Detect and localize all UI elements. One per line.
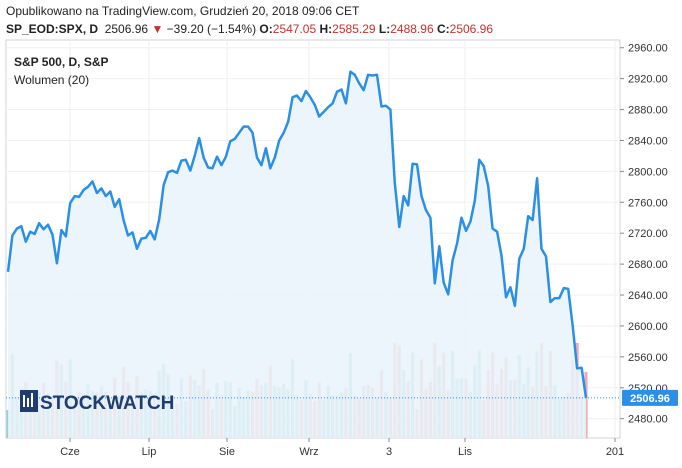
- x-tick-label: Lis: [458, 446, 473, 458]
- low-value: 2488.96: [390, 22, 434, 36]
- high-label: H:: [319, 22, 333, 36]
- x-tick-label: Cze: [60, 446, 80, 458]
- y-tick-label: 2600.00: [628, 321, 668, 333]
- low-label: L:: [378, 22, 391, 36]
- y-tick-label: 2640.00: [628, 290, 668, 302]
- x-tick-label: 3: [386, 446, 392, 458]
- x-tick-label: Lip: [142, 446, 157, 458]
- price-change: −39.20 (−1.54%): [166, 22, 257, 36]
- last-price: 2506.96: [104, 22, 149, 36]
- last-price-label: 2506.96: [630, 393, 670, 405]
- y-tick-label: 2560.00: [628, 352, 668, 364]
- open-value: 2547.05: [272, 22, 317, 36]
- y-tick-label: 2920.00: [628, 74, 668, 86]
- x-tick-label: Sie: [219, 446, 235, 458]
- x-axis: Cze Lip Sie Wrz 3 Lis 201: [60, 438, 624, 458]
- y-tick-label: 2480.00: [628, 414, 668, 426]
- x-tick-label: Wrz: [299, 446, 318, 458]
- price-line: [6, 70, 588, 398]
- high-value: 2585.29: [332, 22, 376, 36]
- price-area-fill: [8, 71, 586, 438]
- symbol-quote-line: SP_EOD:SPX, D 2506.96 ▼ −39.20 (−1.54%) …: [6, 22, 493, 36]
- close-label: C:: [436, 22, 450, 36]
- legend-title: S&P 500, D, S&P: [14, 55, 109, 69]
- y-tick-label: 2720.00: [628, 228, 668, 240]
- down-arrow-icon: ▼: [151, 22, 164, 36]
- y-tick-label: 2960.00: [628, 43, 668, 55]
- y-tick-label: 2800.00: [628, 166, 668, 178]
- x-tick-label: 201: [606, 446, 624, 458]
- last-price-badge: 2506.96: [622, 389, 678, 406]
- published-note: Opublikowano na TradingView.com, Grudzie…: [6, 4, 360, 18]
- watermark-logo: STOCKWATCH: [20, 390, 174, 414]
- watermark-text: STOCKWATCH: [40, 393, 174, 414]
- open-label: O:: [259, 22, 273, 36]
- y-tick-label: 2840.00: [628, 135, 668, 147]
- symbol-label: SP_EOD:SPX, D: [6, 22, 99, 36]
- y-tick-label: 2880.00: [628, 105, 668, 117]
- y-tick-label: 2760.00: [628, 197, 668, 209]
- y-axis: 2480.002520.002560.002600.002640.002680.…: [620, 43, 668, 426]
- close-value: 2506.96: [449, 22, 494, 36]
- y-tick-label: 2680.00: [628, 259, 668, 271]
- legend-volume: Wolumen (20): [14, 73, 89, 87]
